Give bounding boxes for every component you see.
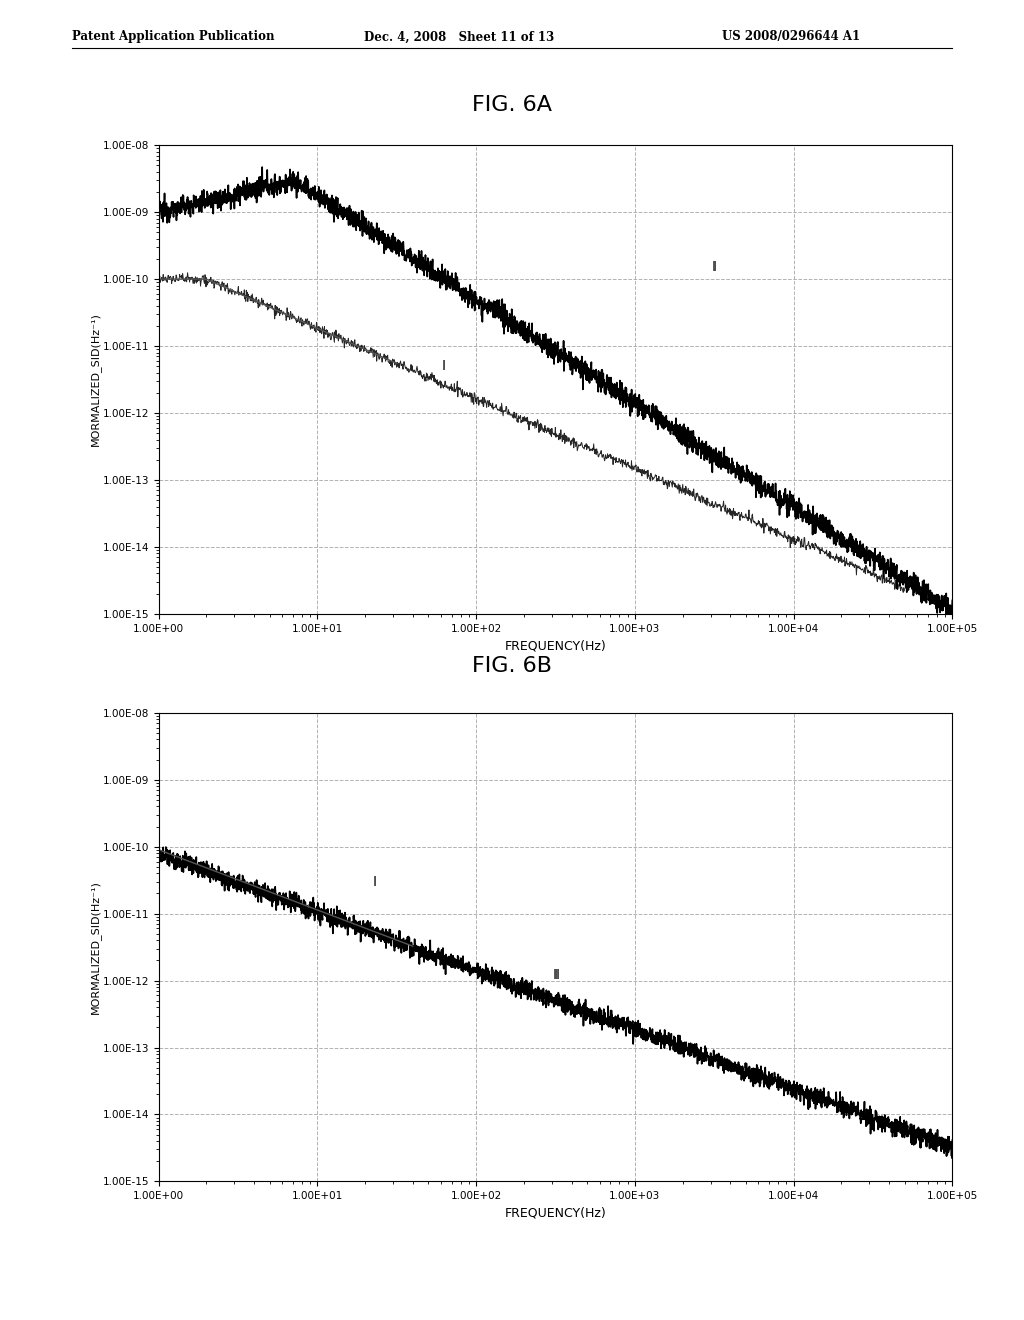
Text: Dec. 4, 2008   Sheet 11 of 13: Dec. 4, 2008 Sheet 11 of 13: [364, 30, 554, 44]
Y-axis label: MORMALIZED_SID(Hz⁻¹): MORMALIZED_SID(Hz⁻¹): [90, 313, 101, 446]
Text: $\mathrm{I\!I\!I}$: $\mathrm{I\!I\!I}$: [552, 969, 560, 982]
Text: $\mathrm{I\!I}$: $\mathrm{I\!I}$: [711, 260, 717, 275]
Text: FIG. 6A: FIG. 6A: [472, 95, 552, 115]
Y-axis label: MORMALIZED_SID(Hz⁻¹): MORMALIZED_SID(Hz⁻¹): [90, 880, 101, 1014]
X-axis label: FREQUENCY(Hz): FREQUENCY(Hz): [505, 639, 606, 652]
X-axis label: FREQUENCY(Hz): FREQUENCY(Hz): [505, 1206, 606, 1220]
Text: US 2008/0296644 A1: US 2008/0296644 A1: [722, 30, 860, 44]
Text: Patent Application Publication: Patent Application Publication: [72, 30, 274, 44]
Text: FIG. 6B: FIG. 6B: [472, 656, 552, 676]
Text: $\mathrm{I}$: $\mathrm{I}$: [441, 359, 445, 374]
Text: $\mathrm{I}$: $\mathrm{I}$: [372, 875, 377, 888]
